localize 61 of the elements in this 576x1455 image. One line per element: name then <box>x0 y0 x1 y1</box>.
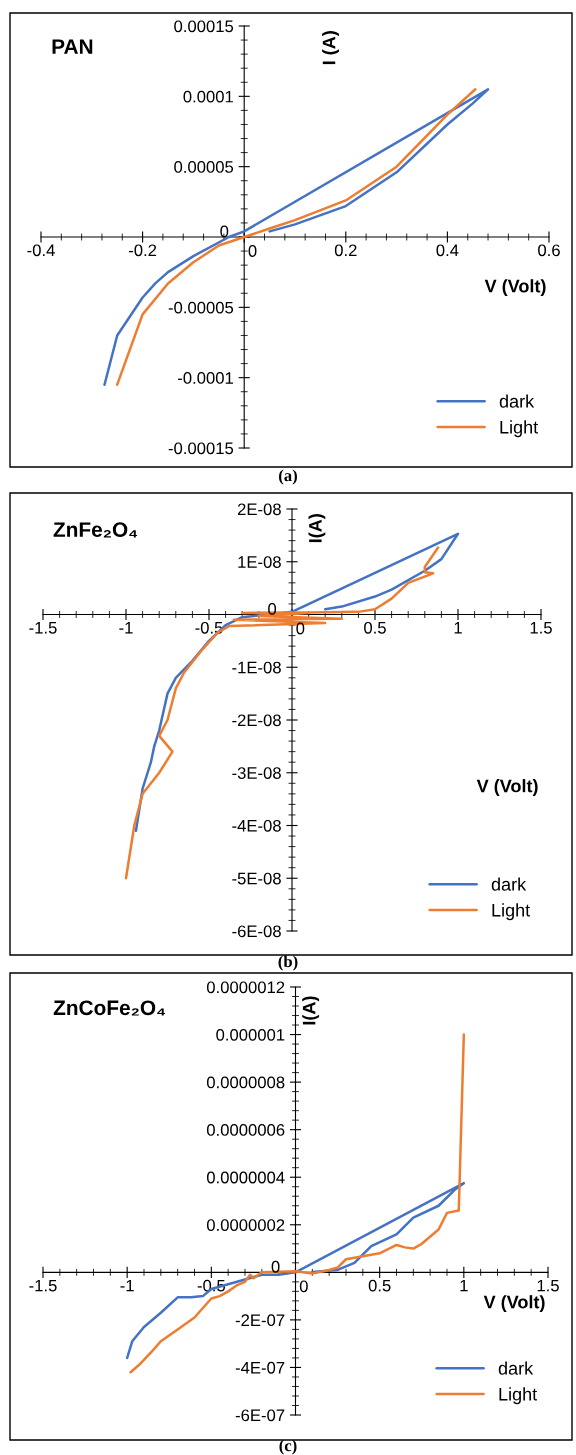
y-tick-label: 0.00005 <box>174 161 234 173</box>
legend-label: Light <box>500 420 539 438</box>
legend-label: Light <box>499 1387 538 1405</box>
y-tick-label: -5E-08 <box>232 872 281 885</box>
x-tick-label: -0.5 <box>197 1279 225 1292</box>
y-tick-label: -4E-08 <box>232 819 281 832</box>
y-axis-title: I(A) <box>302 996 320 1025</box>
y-tick-label: 1E-08 <box>238 556 281 568</box>
text: (a) <box>279 469 297 485</box>
y-tick-label: -3E-08 <box>232 767 281 779</box>
y-tick-label: -2E-07 <box>235 1314 285 1327</box>
y-tick-label: 0.0000006 <box>206 1124 285 1136</box>
x-tick-label: 0 <box>296 622 305 635</box>
legend-label: Light <box>492 903 531 921</box>
y-tick-label: 0.0000002 <box>206 1219 285 1231</box>
x-tick-label: -0.2 <box>128 244 157 257</box>
y-axis-title: I (A) <box>322 31 339 65</box>
legend-label: dark <box>498 1361 534 1375</box>
y-tick-label: -1E-08 <box>232 661 281 674</box>
x-tick-label: -0.4 <box>27 244 55 257</box>
text: (b) <box>278 955 298 971</box>
chart-title: ZnFe₂O₄ <box>53 522 138 538</box>
y-tick-label: 2E-08 <box>237 503 281 516</box>
y-tick-label: 0.0000008 <box>206 1076 285 1089</box>
y-tick-label: 0.00015 <box>174 20 234 33</box>
legend-label: dark <box>499 394 535 408</box>
y-tick-label: 0.0000012 <box>206 981 285 994</box>
x-tick-label: 0.6 <box>538 244 560 257</box>
x-tick-label: -1.5 <box>29 1279 57 1292</box>
y-tick-label: -2E-08 <box>232 714 281 727</box>
y-tick-label: 0.0001 <box>183 90 233 103</box>
x-tick-label: 0.5 <box>364 621 386 634</box>
y-tick-label: -0.0001 <box>178 372 233 384</box>
x-tick-label: 0.5 <box>368 1279 391 1292</box>
x-tick-label: -1 <box>119 622 133 634</box>
text: ZnCoFe₂O₄ <box>53 1000 166 1016</box>
y-tick-label: 0.000001 <box>216 1028 285 1041</box>
x-tick-label: -1.5 <box>29 622 57 634</box>
x-tick-label: 0 <box>299 1280 308 1293</box>
y-tick-label: -0.00015 <box>168 442 234 455</box>
x-tick-label: 1 <box>454 622 462 634</box>
y-tick-label: -6E-08 <box>232 925 281 938</box>
y-axis-title: I(A) <box>308 514 326 543</box>
text: (c) <box>279 1439 297 1455</box>
x-tick-label: 1 <box>460 1279 468 1292</box>
x-tick-label: -1 <box>120 1279 134 1292</box>
y-tick-label: -4E-07 <box>235 1361 285 1374</box>
y-tick-label: -0.00005 <box>168 301 234 314</box>
x-axis-title: V (Volt) <box>483 1295 545 1312</box>
x-tick-label: 0.2 <box>334 244 357 257</box>
x-tick-label: 1.5 <box>530 622 552 634</box>
legend-label: dark <box>491 877 527 891</box>
y-tick-label: 0 <box>271 1260 280 1273</box>
x-axis-title: V (Volt) <box>484 279 546 297</box>
x-axis-title: V (Volt) <box>476 779 538 796</box>
y-tick-label: 0.0000004 <box>206 1171 285 1184</box>
x-tick-label: 1.5 <box>537 1279 559 1292</box>
y-tick-label: -6E-07 <box>235 1409 285 1422</box>
chart-title: PAN <box>52 39 93 54</box>
y-tick-label: 0 <box>220 225 229 238</box>
x-tick-label: 0.4 <box>436 244 459 257</box>
